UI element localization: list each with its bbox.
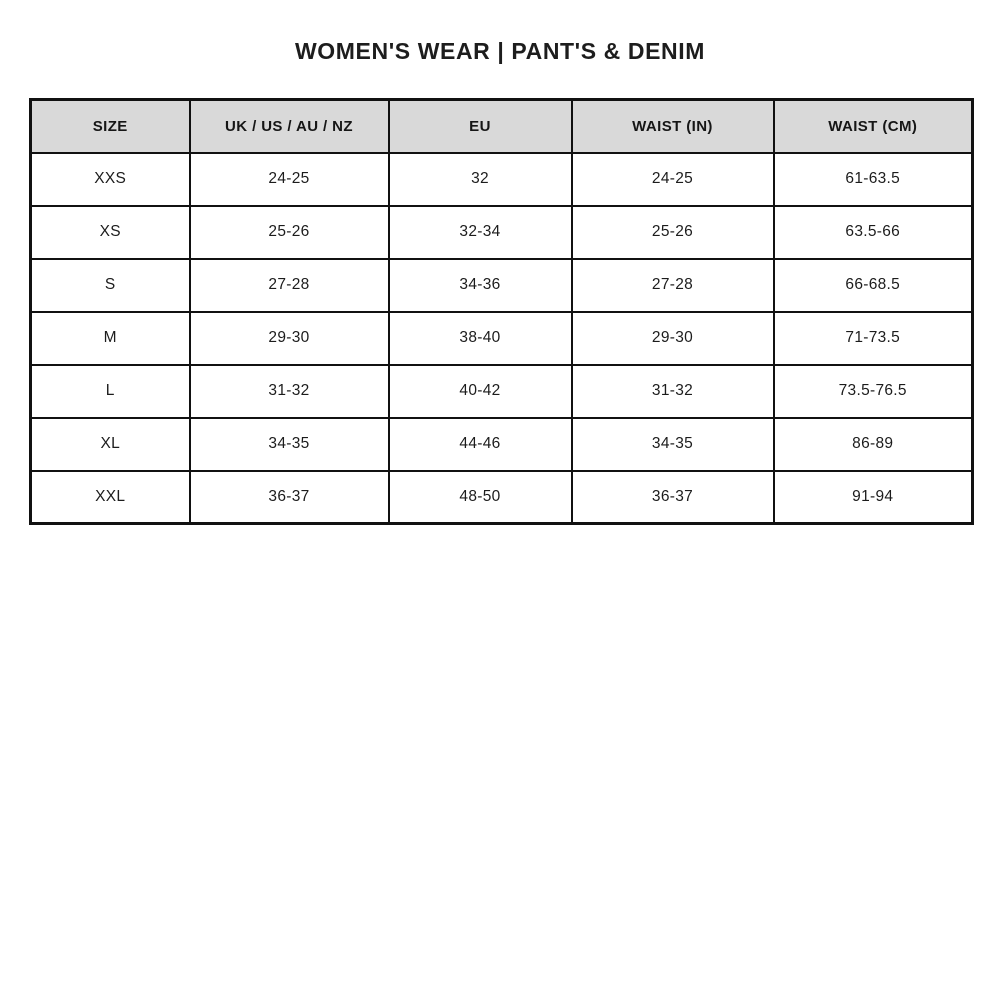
table-row: XXS 24-25 32 24-25 61-63.5: [29, 151, 974, 207]
cell-waist-in: 25-26: [570, 204, 775, 260]
column-header-eu: EU: [387, 98, 573, 154]
cell-uk-us-au-nz: 24-25: [188, 151, 390, 207]
cell-waist-cm: 66-68.5: [772, 257, 974, 313]
cell-waist-in: 29-30: [570, 310, 775, 366]
cell-size: M: [29, 310, 191, 366]
cell-size: XL: [29, 416, 191, 472]
cell-uk-us-au-nz: 34-35: [188, 416, 390, 472]
cell-waist-in: 31-32: [570, 363, 775, 419]
column-header-waist-cm: WAIST (CM): [772, 98, 974, 154]
table-row: S 27-28 34-36 27-28 66-68.5: [29, 257, 974, 313]
cell-waist-in: 34-35: [570, 416, 775, 472]
cell-eu: 32-34: [387, 204, 573, 260]
table-row: XL 34-35 44-46 34-35 86-89: [29, 416, 974, 472]
cell-uk-us-au-nz: 29-30: [188, 310, 390, 366]
cell-size: XXL: [29, 469, 191, 525]
cell-eu: 32: [387, 151, 573, 207]
page-title: WOMEN'S WEAR | PANT'S & DENIM: [294, 38, 705, 64]
header-row: SIZE UK / US / AU / NZ EU WAIST (IN) WAI…: [29, 98, 974, 154]
cell-eu: 48-50: [387, 469, 573, 525]
table-row: XS 25-26 32-34 25-26 63.5-66: [29, 204, 974, 260]
size-chart-table: SIZE UK / US / AU / NZ EU WAIST (IN) WAI…: [29, 98, 974, 525]
cell-waist-cm: 71-73.5: [772, 310, 974, 366]
cell-waist-cm: 61-63.5: [772, 151, 974, 207]
cell-eu: 34-36: [387, 257, 573, 313]
cell-eu: 40-42: [387, 363, 573, 419]
table-row: M 29-30 38-40 29-30 71-73.5: [29, 310, 974, 366]
cell-size: XXS: [29, 151, 191, 207]
table-row: XXL 36-37 48-50 36-37 91-94: [29, 469, 974, 525]
cell-size: S: [29, 257, 191, 313]
table-row: L 31-32 40-42 31-32 73.5-76.5: [29, 363, 974, 419]
column-header-uk-us-au-nz: UK / US / AU / NZ: [188, 98, 390, 154]
cell-waist-cm: 86-89: [772, 416, 974, 472]
cell-size: L: [29, 363, 191, 419]
cell-waist-in: 36-37: [570, 469, 775, 525]
cell-uk-us-au-nz: 27-28: [188, 257, 390, 313]
cell-eu: 44-46: [387, 416, 573, 472]
cell-waist-cm: 63.5-66: [772, 204, 974, 260]
cell-waist-cm: 73.5-76.5: [772, 363, 974, 419]
column-header-waist-in: WAIST (IN): [570, 98, 775, 154]
cell-uk-us-au-nz: 31-32: [188, 363, 390, 419]
cell-uk-us-au-nz: 36-37: [188, 469, 390, 525]
cell-waist-in: 24-25: [570, 151, 775, 207]
cell-eu: 38-40: [387, 310, 573, 366]
cell-uk-us-au-nz: 25-26: [188, 204, 390, 260]
column-header-size: SIZE: [29, 98, 191, 154]
cell-waist-in: 27-28: [570, 257, 775, 313]
cell-size: XS: [29, 204, 191, 260]
cell-waist-cm: 91-94: [772, 469, 974, 525]
